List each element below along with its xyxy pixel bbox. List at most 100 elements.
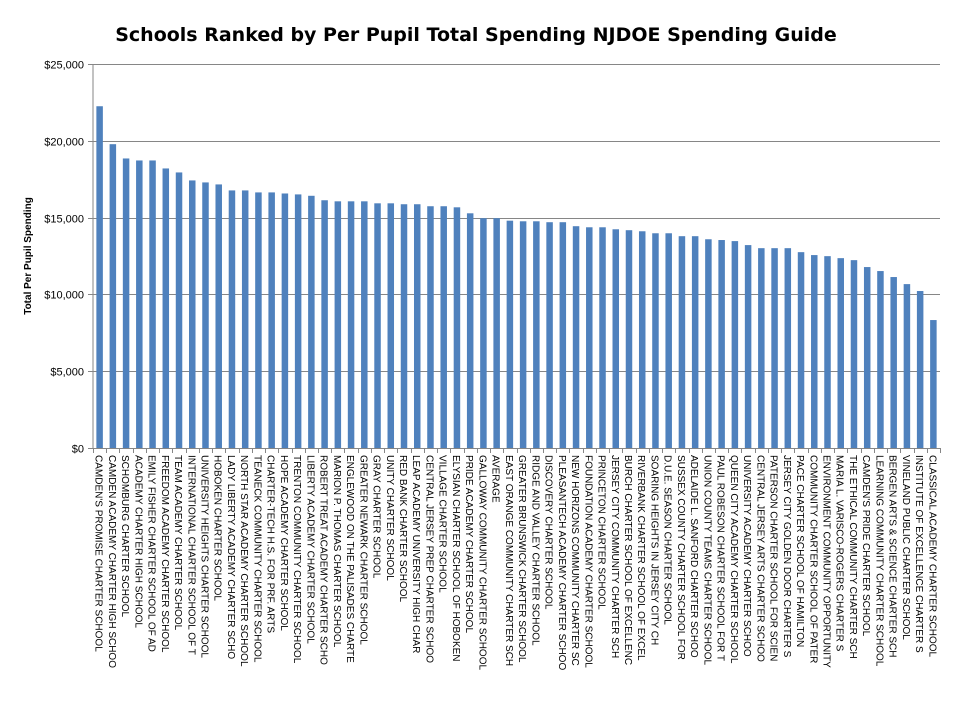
x-tick-label: JERSEY CITY COMMUNITY CHARTER SCH [609,455,620,658]
bar [890,277,897,448]
x-tick-label: FREEDOM ACADEMY CHARTER SCHOOL [159,455,170,653]
bar [440,206,447,448]
x-tick-label: RED BANK CHARTER SCHOOL [397,455,408,603]
x-tick-label: TRENTON COMMUNITY CHARTER SCHOOL [291,455,302,664]
x-tick-label: CAMDEN'S PRIDE CHARTER SCHOOL [860,455,871,637]
bar [519,221,527,448]
x-tick-label: PATERSON CHARTER SCHOOL FOR SCIEN [768,455,779,661]
x-tick-label: TEANECK COMMUNITY CHARTER SCHOOL [251,455,262,663]
x-tick-label: NORTH STAR ACADEMY CHARTER SCHOOL [238,455,249,667]
bar [678,236,686,448]
x-tick-label: UNIVERSITY HEIGHTS CHARTER SCHOOL [198,455,209,658]
x-tick-label: UNIVERSITY ACADEMY CHARTER SCHOO [741,455,752,657]
x-tick-label: SCHOMBURG CHARTER SCHOOL [119,455,130,617]
x-tick-label: HOBOKEN CHARTER SCHOOL [212,455,223,601]
x-tick-label: GALLOWAY COMMUNITY CHARTER SCHOOL [476,455,487,670]
x-tick-label: EAST ORANGE COMMUNITY CHARTER SCH [503,455,514,666]
x-tick-label: ENVIRONMENT COMMUNITY OPPORTUNITY [821,455,832,668]
x-tick-label: INSTITUTE OF EXCELLENCE CHARTER S [913,455,924,653]
x-tick-label: CAMDEN'S PROMISE CHARTER SCHOOL [93,455,104,652]
y-tick-label: $5,000 [50,367,84,379]
bar [189,180,196,448]
x-tick-label: JERSEY CITY GOLDEN DOOR CHARTER S [781,455,792,658]
x-tick-label: D.U.E. SEASON CHARTER SCHOOL [662,455,673,625]
x-tick-label: EMILY FISHER CHARTER SCHOOL OF AD [146,455,157,652]
bar [824,256,831,448]
x-tick-label: CENTRAL JERSEY PREP CHARTER SCHOO [423,455,434,663]
bars [96,106,937,449]
bar [665,233,672,448]
x-tick-label: HOPE ACADEMY CHARTER SCHOOL [278,455,289,631]
bar [400,204,408,448]
bar [122,158,130,449]
x-tick-label: NEW HORIZONS COMMUNITY CHARTER SC [569,455,580,666]
bar [572,226,580,448]
x-tick-label: GREATER NEWARK CHARTER SCHOOL [357,455,368,645]
bar [149,160,156,448]
bar [281,193,289,448]
x-tick-label: MARIA L. VARISCO-ROGERS CHARTER S [834,455,845,652]
x-tick-label: RIDGE AND VALLEY CHARTER SCHOOL [529,455,540,646]
x-tick-label: AVERAGE [490,455,501,503]
x-tick-label: TEAM ACADEMY CHARTER SCHOOL [172,455,183,631]
x-tick-label: CAMDEN ACADEMY CHARTER HIGH SCHOO [106,455,117,668]
bar [453,207,461,448]
bar [586,227,593,448]
bar [850,260,858,448]
bar [162,168,170,448]
x-tick-label: BERGEN ARTS & SCIENCE CHARTER SCH [887,455,898,657]
bar [347,201,355,448]
bar [811,255,818,448]
bar [202,182,209,448]
x-tick-label: FOUNDATION ACADEMY CHARTER SCHOOL [582,455,593,668]
x-tick-label: LIBERTY ACADEMY CHARTER SCHOOL [304,455,315,644]
bar [308,195,315,448]
x-tick-label: INTERNATIONAL CHARTER SCHOOL OF T [185,455,196,655]
bar [877,271,884,448]
bar [374,203,381,448]
bar [136,160,143,448]
x-tick-label: DISCOVERY CHARTER SCHOOL [543,455,554,610]
x-tick-label: PACE CHARTER SCHOOL OF HAMILTON [794,455,805,647]
bar [652,233,659,448]
bar [612,229,620,448]
chart-title: Schools Ranked by Per Pupil Total Spendi… [115,24,837,46]
bar [506,220,514,448]
bar [466,213,474,448]
y-tick-label: $15,000 [44,214,84,226]
bar [559,222,567,448]
bar [480,218,487,448]
x-tick-label: LEAP ACADEMY UNIVERSITY HIGH CHAR [410,455,421,653]
y-tick-label: $20,000 [44,137,84,149]
bar [758,248,765,448]
x-tick-label: VILLAGE CHARTER SCHOOL [437,455,448,593]
x-tick-label: RIVERBANK CHARTER SCHOOL OF EXCEL [635,455,646,661]
x-tick-label: PRIDE ACADEMY CHARTER SCHOOL [463,455,474,633]
y-axis-ticks: $0 $5,000 $10,000 $15,000 $20,000 $25,000 [44,60,93,456]
x-tick-label: ADELAIDE L. SANFORD CHARTER SCHOO [688,455,699,658]
bar [546,222,553,448]
x-tick-label: CLASSICAL ACADEMY CHARTER SCHOOL [926,455,937,658]
bar [625,230,633,448]
x-axis-ticks: CAMDEN'S PROMISE CHARTER SCHOOL CAMDEN AC… [93,448,941,670]
bar [387,203,395,448]
x-tick-label: QUEEN CITY ACADEMY CHARTER SCHOOL [728,455,739,664]
bar [241,190,249,449]
bar [771,248,778,448]
x-tick-label: GRAY CHARTER SCHOOL [371,455,382,579]
x-tick-label: PAUL ROBESON CHARTER SCHOOL FOR T [715,455,726,661]
bar [903,284,911,448]
x-tick-label: LADY LIBERTY ACADEMY CHARTER SCHO [225,455,236,659]
bar [175,172,183,449]
x-tick-label: ENGLEWOOD ON THE PALISADES CHARTE [344,455,355,663]
bar [294,194,302,448]
x-tick-label: LEARNING COMMUNITY CHARTER SCHOOL [873,455,884,667]
bar [533,221,540,448]
bar [96,106,103,449]
bar [413,204,421,448]
x-tick-label: UNITY CHARTER SCHOOL [384,455,395,581]
bar [599,227,606,448]
x-tick-label: PLEASANTECH ACADEMY CHARTER SCHOO [556,455,567,670]
bar [255,192,262,448]
bar [334,201,342,448]
